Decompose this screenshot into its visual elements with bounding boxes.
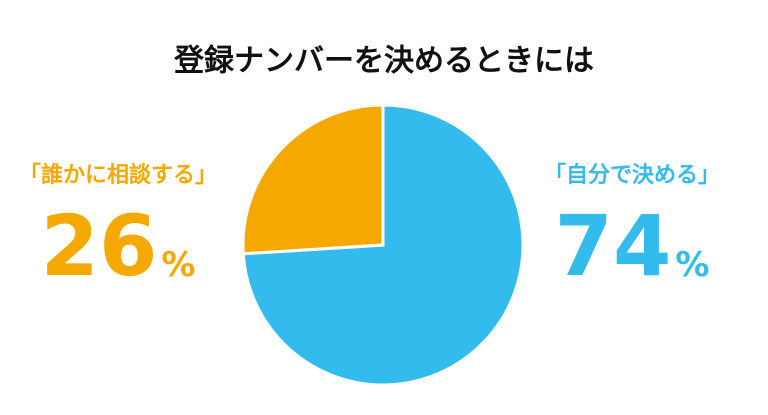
category-label: 「誰かに相談する」 (19, 162, 217, 188)
value-label: 26% (41, 197, 196, 295)
value-label: 74% (555, 197, 710, 295)
category-label: 「自分で決める」 (544, 162, 720, 188)
pie-slice (241, 103, 385, 256)
chart-title: 登録ナンバーを決めるときには (173, 44, 594, 79)
